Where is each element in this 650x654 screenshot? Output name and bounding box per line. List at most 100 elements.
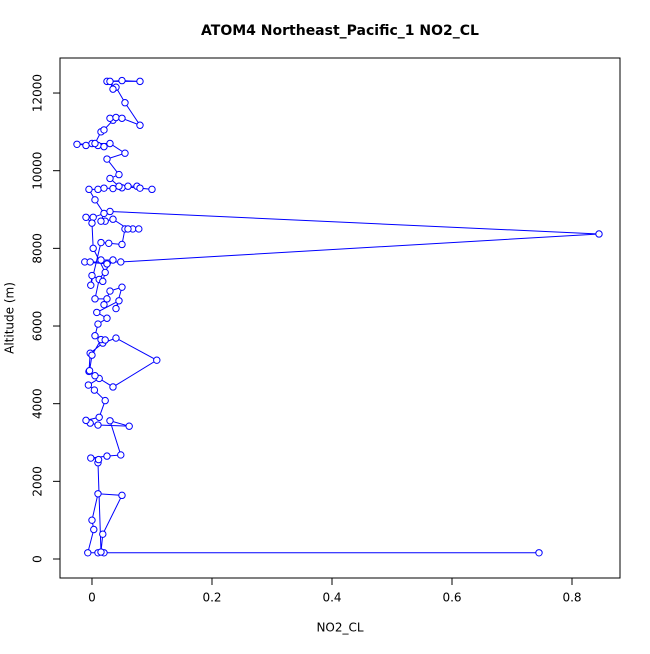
data-point	[89, 213, 97, 221]
data-point	[97, 217, 105, 225]
data-point	[97, 548, 105, 556]
data-point	[112, 304, 120, 313]
x-tick-label: 0.6	[442, 591, 461, 605]
data-point	[91, 139, 99, 148]
data-point	[103, 295, 111, 303]
data-point	[136, 121, 144, 129]
data-point	[105, 239, 113, 248]
data-point	[121, 149, 129, 157]
data-point	[106, 207, 114, 216]
data-point	[93, 308, 101, 317]
data-point	[136, 184, 144, 192]
data-point	[106, 77, 114, 86]
data-point	[125, 422, 133, 430]
y-tick-label: 10000	[31, 152, 45, 190]
data-point	[117, 258, 125, 266]
data-point	[103, 155, 111, 163]
data-point	[87, 454, 95, 462]
data-point	[535, 549, 543, 557]
y-tick-label: 12000	[31, 74, 45, 112]
data-point	[106, 287, 114, 295]
data-point	[148, 185, 156, 194]
data-point	[101, 336, 109, 344]
data-point	[106, 417, 114, 425]
y-tick-label: 2000	[31, 466, 45, 497]
data-point	[153, 356, 161, 364]
x-axis-title: NO2_CL	[316, 621, 363, 635]
data-point	[88, 219, 96, 227]
data-point	[87, 281, 95, 289]
data-point	[109, 215, 117, 223]
data-point	[90, 525, 98, 534]
data-point	[88, 271, 96, 280]
data-point	[88, 516, 96, 524]
data-point	[124, 225, 132, 233]
data-point	[94, 421, 102, 429]
data-point	[84, 381, 93, 389]
data-point	[103, 260, 111, 268]
data-point	[100, 184, 108, 192]
data-point	[100, 142, 108, 151]
data-point	[94, 490, 102, 498]
data-point	[106, 174, 114, 183]
data-point	[118, 283, 126, 291]
data-point	[99, 530, 107, 538]
data-point	[109, 85, 117, 93]
data-point	[89, 244, 97, 253]
data-point	[118, 114, 126, 122]
data-point	[91, 295, 99, 303]
data-point	[115, 297, 123, 305]
data-point	[82, 416, 90, 425]
data-point	[82, 213, 90, 221]
data-point	[85, 185, 93, 194]
data-point	[118, 240, 126, 249]
data-point	[109, 184, 117, 193]
data-point	[99, 277, 107, 286]
data-point	[115, 170, 123, 179]
data-point	[106, 139, 114, 148]
x-tick-label: 0.2	[202, 591, 221, 605]
data-point	[117, 451, 125, 459]
data-point	[90, 386, 99, 394]
data-point	[97, 238, 105, 247]
data-point	[115, 182, 123, 190]
data-point	[595, 230, 603, 238]
data-point	[124, 182, 132, 190]
data-point	[73, 140, 81, 148]
data-point	[100, 126, 108, 134]
data-point	[84, 549, 92, 557]
data-point	[91, 372, 99, 380]
y-axis-title: Altitude (m)	[3, 282, 17, 354]
data-point	[112, 113, 120, 122]
y-tick-label: 8000	[31, 233, 45, 264]
x-tick-label: 0.8	[562, 591, 581, 605]
data-point	[136, 77, 144, 86]
x-tick-label: 0.4	[322, 591, 341, 605]
data-point	[82, 141, 90, 150]
data-point	[94, 320, 102, 328]
x-tick-label: 0	[88, 591, 96, 605]
data-point	[100, 300, 108, 309]
data-point	[112, 334, 120, 342]
data-point	[97, 256, 105, 264]
data-point	[94, 185, 102, 194]
data-point	[118, 491, 126, 500]
y-tick-label: 4000	[31, 388, 45, 419]
data-point	[85, 366, 94, 375]
data-point	[94, 455, 103, 464]
chart-title: ATOM4 Northeast_Pacific_1 NO2_CL	[201, 23, 479, 39]
data-point	[109, 256, 117, 264]
data-point	[86, 258, 94, 266]
data-point	[103, 314, 111, 322]
data-point	[100, 209, 108, 218]
data-point	[109, 383, 117, 391]
data-point	[88, 351, 96, 359]
data-point	[95, 413, 103, 421]
data-point	[106, 114, 114, 122]
data-point	[91, 196, 99, 204]
data-point	[103, 452, 111, 460]
data-point	[118, 76, 126, 85]
data-point	[101, 396, 109, 405]
